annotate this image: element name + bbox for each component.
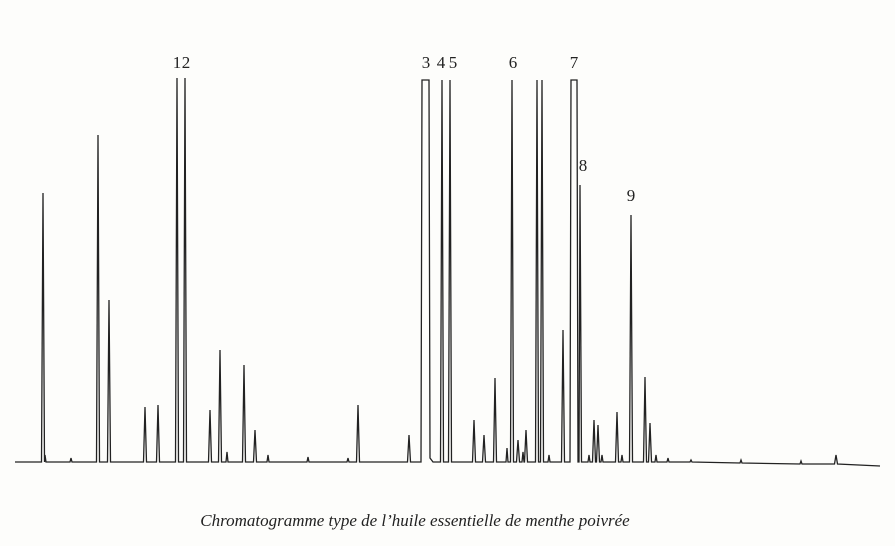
peak-label: 5 (449, 53, 458, 72)
peak-label: 6 (509, 53, 518, 72)
peak-label: 2 (182, 53, 191, 72)
peak-label: 7 (570, 53, 579, 72)
caption: Chromatogramme type de l’huile essentiel… (200, 511, 630, 530)
peak-label: 3 (422, 53, 431, 72)
peak-label: 4 (437, 53, 446, 72)
peak-label: 9 (627, 186, 636, 205)
peak-labels: 1 2 3 4 5 6 7 8 9 (173, 53, 636, 205)
peak-label: 8 (579, 156, 588, 175)
trace (15, 77, 881, 467)
peak-label: 1 (173, 53, 182, 72)
